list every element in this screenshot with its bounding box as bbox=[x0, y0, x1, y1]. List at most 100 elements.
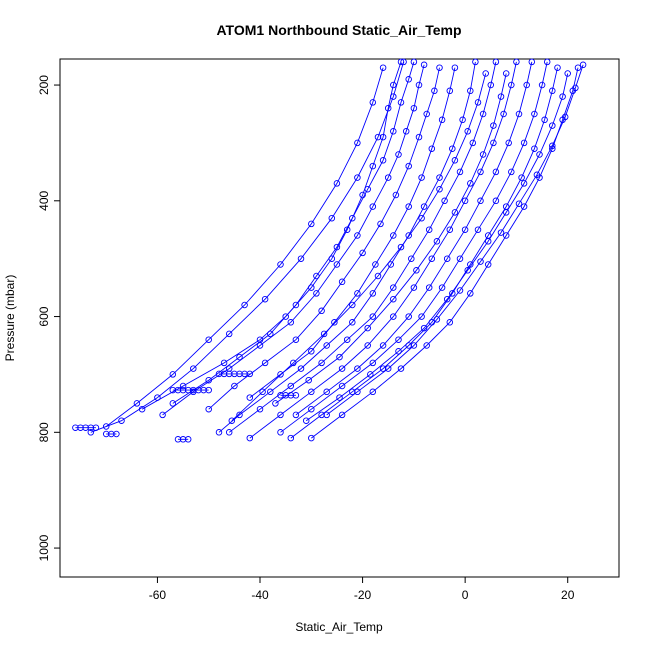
series-6 bbox=[215, 58, 479, 436]
data-point bbox=[523, 81, 530, 89]
data-point bbox=[261, 359, 269, 367]
data-point bbox=[297, 365, 305, 372]
data-point bbox=[505, 139, 512, 147]
data-point bbox=[508, 81, 515, 89]
data-point bbox=[333, 261, 341, 268]
data-point bbox=[497, 93, 505, 100]
data-point bbox=[169, 371, 177, 378]
y-tick-label: 600 bbox=[37, 306, 51, 326]
data-point bbox=[308, 434, 315, 442]
data-point bbox=[313, 272, 320, 280]
data-point bbox=[338, 382, 346, 390]
data-point bbox=[477, 197, 484, 205]
data-point bbox=[384, 174, 392, 181]
series-9 bbox=[292, 58, 536, 419]
data-point bbox=[305, 376, 312, 384]
data-point bbox=[374, 133, 382, 141]
series-20 bbox=[169, 386, 212, 394]
data-point bbox=[436, 185, 443, 193]
data-point bbox=[474, 226, 482, 233]
series-line bbox=[249, 67, 456, 398]
data-point bbox=[72, 424, 79, 431]
data-point bbox=[533, 171, 541, 179]
series-22 bbox=[277, 392, 300, 399]
data-point bbox=[246, 394, 254, 401]
data-point bbox=[292, 336, 300, 343]
data-point bbox=[236, 353, 243, 361]
data-point bbox=[277, 411, 284, 419]
data-point bbox=[190, 365, 197, 372]
data-point bbox=[179, 436, 187, 443]
data-point bbox=[482, 70, 489, 77]
y-axis: 200 400 600 800 1000 bbox=[37, 75, 61, 561]
data-point bbox=[318, 307, 325, 315]
data-point bbox=[405, 76, 412, 83]
y-tick-label: 400 bbox=[37, 190, 51, 210]
data-point bbox=[449, 290, 456, 297]
data-point bbox=[354, 232, 361, 239]
data-point bbox=[359, 249, 366, 257]
data-point bbox=[215, 429, 223, 436]
data-point bbox=[277, 429, 284, 436]
data-point bbox=[338, 365, 346, 372]
data-point bbox=[225, 429, 233, 436]
series-line bbox=[249, 61, 517, 439]
data-point bbox=[492, 197, 500, 205]
data-point bbox=[520, 139, 528, 147]
data-point bbox=[446, 319, 454, 326]
data-point bbox=[87, 429, 95, 436]
x-tick-label: -60 bbox=[149, 588, 167, 602]
data-point bbox=[456, 255, 464, 262]
data-point bbox=[354, 290, 361, 297]
data-point bbox=[102, 423, 110, 430]
data-point bbox=[369, 203, 377, 210]
data-point bbox=[308, 348, 315, 355]
data-point bbox=[451, 64, 459, 71]
data-point bbox=[418, 214, 425, 222]
data-point bbox=[331, 319, 338, 326]
series-1 bbox=[138, 58, 405, 413]
series-line bbox=[172, 61, 415, 404]
data-point bbox=[205, 386, 212, 394]
data-point bbox=[441, 197, 448, 205]
data-point bbox=[467, 290, 474, 297]
series-10 bbox=[277, 58, 551, 436]
series-8 bbox=[246, 58, 520, 442]
data-point bbox=[102, 430, 110, 438]
data-point bbox=[369, 162, 377, 170]
series-line bbox=[295, 61, 533, 416]
x-tick-label: 20 bbox=[561, 588, 575, 602]
data-point bbox=[436, 64, 443, 71]
data-point bbox=[528, 58, 536, 66]
series-24 bbox=[102, 430, 120, 438]
data-point bbox=[336, 394, 343, 401]
data-point bbox=[415, 133, 423, 141]
data-point bbox=[369, 359, 377, 367]
data-point bbox=[479, 110, 487, 118]
data-point bbox=[200, 386, 207, 394]
data-point bbox=[390, 93, 397, 100]
data-point bbox=[328, 214, 336, 222]
data-point bbox=[436, 174, 443, 181]
data-point bbox=[531, 110, 538, 118]
data-point bbox=[467, 87, 474, 95]
data-point bbox=[531, 145, 538, 152]
data-point bbox=[333, 243, 341, 251]
x-axis: -60 -40 -20 0 20 bbox=[149, 576, 575, 602]
data-point bbox=[174, 436, 182, 443]
series-19 bbox=[72, 424, 100, 431]
data-point bbox=[241, 301, 248, 309]
data-point bbox=[443, 255, 451, 262]
data-point bbox=[390, 128, 397, 135]
data-point bbox=[343, 336, 351, 343]
y-tick-label: 200 bbox=[37, 75, 51, 95]
data-point bbox=[461, 197, 469, 205]
series-line bbox=[141, 61, 402, 410]
data-point bbox=[438, 284, 446, 291]
data-point bbox=[425, 226, 433, 233]
data-point bbox=[423, 110, 430, 118]
data-point bbox=[354, 139, 361, 147]
data-point bbox=[390, 232, 397, 239]
data-point bbox=[277, 371, 284, 378]
series-line bbox=[275, 73, 507, 404]
